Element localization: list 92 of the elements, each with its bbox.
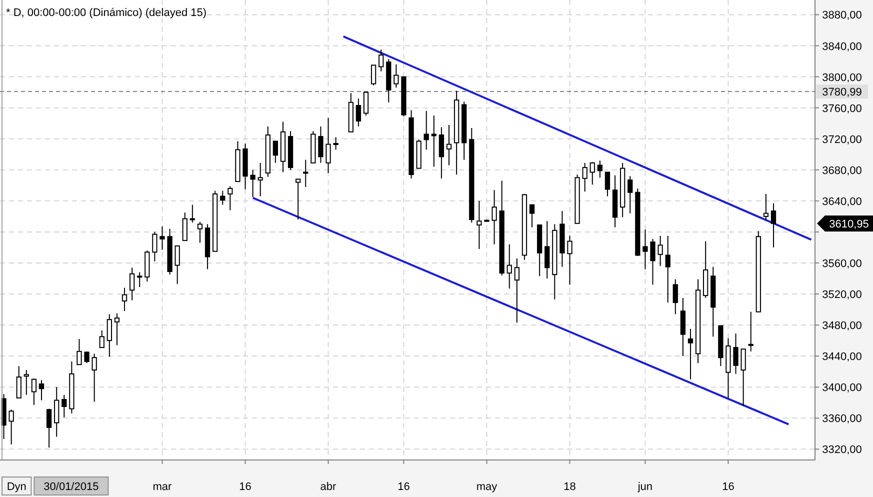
candlestick: [197, 221, 203, 244]
y-tick-label: 3680,00: [822, 164, 862, 177]
candlestick: [567, 235, 572, 286]
y-tick-label: 3720,00: [822, 134, 862, 146]
candlestick: [106, 314, 112, 358]
candlestick: [604, 172, 610, 197]
candlestick: [476, 200, 482, 250]
text: 3610,95: [829, 218, 869, 230]
candlestick: [370, 64, 376, 86]
candlestick: [174, 245, 180, 284]
y-tick-label: 3320,00: [822, 444, 862, 456]
candlestick: [680, 297, 686, 357]
candlestick: [431, 115, 436, 168]
candlestick: [529, 204, 535, 228]
y-tick-label: 3560,00: [822, 258, 862, 270]
x-tick-label: jun: [636, 481, 653, 493]
candlestick: [748, 311, 754, 352]
candlestick: [514, 258, 520, 324]
candlestick: [642, 229, 648, 270]
candlestick: [544, 220, 550, 279]
candlestick: [688, 328, 694, 380]
candlestick: [590, 162, 595, 186]
candlestick: [628, 176, 633, 214]
candlestick: [38, 380, 44, 401]
candlestick: [160, 226, 165, 250]
x-tick-label: mar: [152, 481, 172, 493]
x-tick-label: 16: [239, 481, 252, 493]
ref-line-label: 3780,99: [822, 86, 862, 99]
candlestick: [438, 126, 444, 179]
candlestick: [46, 408, 52, 448]
y-tick-label: 3400,00: [822, 382, 862, 394]
y-tick-label: 3880,00: [822, 10, 862, 22]
candlestick: [740, 348, 746, 406]
x-tick-label: may: [476, 481, 498, 493]
candlestick: [446, 124, 452, 166]
candlestick: [650, 238, 656, 286]
candlestick: [326, 117, 331, 174]
y-tick-label: 3800,00: [822, 72, 862, 84]
candlestick: [424, 110, 429, 150]
candlestick: [114, 312, 120, 346]
candlestick: [658, 235, 663, 267]
y-tick-label: 3760,00: [822, 102, 862, 115]
y-tick-label: 3360,00: [822, 413, 862, 426]
candlestick: [220, 190, 226, 206]
candlestick: [99, 330, 104, 348]
candlestick: [597, 160, 603, 178]
candlestick: [672, 278, 678, 315]
candlestick: [122, 287, 128, 312]
candlestick: [8, 409, 14, 445]
candlestick: [250, 169, 256, 198]
candlestick: [394, 64, 399, 88]
x-tick-label: 16: [398, 481, 410, 493]
label-box: 30/01/2015: [34, 476, 109, 496]
candlestick: [24, 370, 29, 396]
candlestick: [303, 159, 308, 188]
candlestick: [356, 98, 362, 127]
candlestick: [492, 190, 497, 245]
candlestick: [182, 212, 188, 241]
candlestick: [152, 231, 158, 262]
candlestick: [129, 267, 135, 301]
candlestick: [770, 202, 776, 248]
candlestick: [272, 140, 278, 164]
candlestick: [506, 244, 512, 290]
candlestick: [258, 162, 263, 197]
y-tick-label: 3640,00: [822, 196, 862, 208]
candlestick: [190, 204, 196, 224]
candlestick: [62, 394, 67, 418]
candlestick: [296, 178, 301, 220]
candlestick: [16, 366, 22, 398]
x-tick-label: abr: [320, 481, 337, 493]
label-box: Dyn: [2, 476, 32, 496]
candlestick: [733, 333, 738, 374]
candlestick: [318, 126, 324, 164]
candlestick: [76, 338, 82, 366]
candlestick: [54, 386, 60, 438]
candlestick: [582, 162, 588, 192]
y-tick-label: 3520,00: [822, 288, 862, 301]
y-tick-label: 3480,00: [822, 320, 862, 332]
text: * D, 00:00-00:00 (Dinámico) (delayed 15): [6, 7, 207, 19]
x-tick-label: 18: [564, 481, 576, 493]
candlestick: [92, 353, 97, 402]
candlestick: [763, 193, 769, 221]
candlestick: [378, 49, 384, 72]
x-tick-label: 16: [722, 481, 734, 493]
candlestick: [31, 378, 37, 406]
candlestick: [333, 136, 338, 150]
candlestick: [665, 235, 670, 304]
candlestick: [137, 272, 142, 288]
candlestick: [363, 92, 369, 116]
candlestick: [228, 186, 233, 211]
y-tick-label: 3840,00: [822, 40, 862, 53]
y-tick-label: 3440,00: [822, 351, 862, 364]
